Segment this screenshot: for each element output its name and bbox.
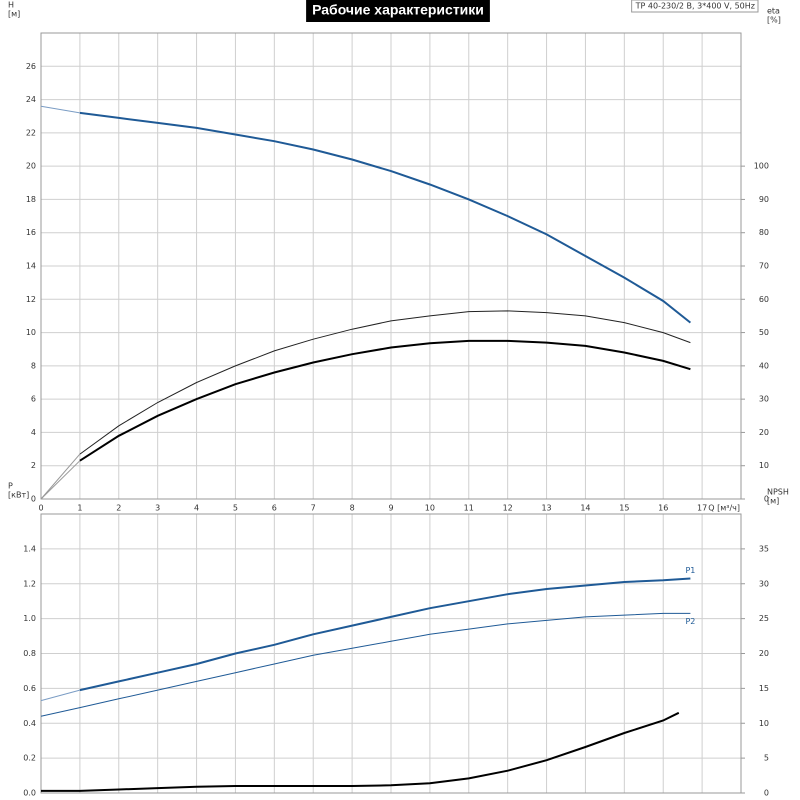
y2-axis-label: NPSH [767, 488, 789, 497]
y-tick-label: 16 [26, 228, 36, 237]
y-tick-label: 14 [26, 262, 36, 271]
y-tick-label: 0.8 [23, 649, 36, 658]
curve [41, 711, 680, 792]
y-tick-label: 12 [26, 295, 36, 304]
curve [40, 612, 691, 717]
y-tick-label: 0.6 [23, 684, 36, 693]
x-tick-label: 8 [350, 504, 355, 513]
y-tick-label: 8 [31, 361, 36, 370]
x-tick-label: 12 [503, 504, 513, 513]
y2-axis-label: [%] [767, 16, 781, 25]
y2-tick-label: 10 [759, 719, 769, 728]
y2-tick-label: 25 [759, 614, 769, 623]
curve [79, 310, 691, 455]
y-tick-label: 18 [26, 195, 36, 204]
x-axis-label: Q [м³/ч] [708, 504, 740, 513]
y-axis-label: [кВт] [8, 491, 29, 500]
y2-axis-label: [м] [767, 497, 779, 506]
y2-tick-label: 0 [764, 789, 769, 798]
x-tick-label: 2 [116, 504, 121, 513]
model-box [631, 0, 759, 13]
curve [79, 339, 691, 462]
x-tick-label: 6 [272, 504, 277, 513]
y-tick-label: 2 [31, 461, 36, 470]
curve [40, 453, 81, 500]
curve [40, 460, 81, 500]
x-tick-label: 15 [619, 504, 629, 513]
y2-tick-label: 20 [759, 649, 769, 658]
y-tick-label: 4 [31, 428, 36, 437]
y2-axis-label: eta [767, 7, 780, 16]
y-axis-label: [м] [8, 10, 20, 19]
curve [40, 689, 81, 702]
series-label: P2 [685, 617, 695, 626]
y2-tick-label: 80 [759, 228, 769, 237]
x-tick-label: 10 [425, 504, 435, 513]
x-tick-label: 17 [697, 504, 707, 513]
y2-tick-label: 35 [759, 544, 769, 553]
x-tick-label: 4 [194, 504, 199, 513]
y2-tick-label: 5 [764, 754, 769, 763]
y-tick-label: 10 [26, 328, 36, 337]
y2-tick-label: 30 [759, 579, 769, 588]
curve [40, 105, 80, 114]
y2-tick-label: 20 [759, 428, 769, 437]
y-tick-label: 0.2 [23, 754, 36, 763]
y2-tick-label: 0 [764, 495, 769, 504]
y-tick-label: 24 [26, 95, 36, 104]
y-tick-label: 6 [31, 395, 36, 404]
x-tick-label: 11 [464, 504, 474, 513]
y2-tick-label: 10 [759, 461, 769, 470]
y2-tick-label: 30 [759, 395, 769, 404]
chart-title: Рабочие характеристики [312, 2, 484, 18]
y-tick-label: 1.0 [23, 614, 36, 623]
y-tick-label: 0.4 [23, 719, 36, 728]
x-tick-label: 3 [155, 504, 160, 513]
y2-tick-label: 15 [759, 684, 769, 693]
y-tick-label: 1.4 [23, 544, 36, 553]
curve [79, 111, 692, 324]
x-tick-label: 7 [311, 504, 316, 513]
y-axis-label: H [8, 1, 14, 10]
x-tick-label: 9 [388, 504, 393, 513]
y-tick-label: 26 [26, 62, 36, 71]
y-axis-label: P [8, 482, 13, 491]
y-tick-label: 0.0 [23, 789, 36, 798]
series-label: P1 [685, 566, 695, 575]
y2-tick-label: 100 [754, 162, 769, 171]
y-tick-label: 20 [26, 162, 36, 171]
y2-tick-label: 50 [759, 328, 769, 337]
x-tick-label: 14 [580, 504, 590, 513]
x-tick-label: 0 [38, 504, 43, 513]
x-tick-label: 13 [541, 504, 551, 513]
model-label: TP 40-230/2 B, 3*400 V, 50Hz [635, 2, 755, 11]
x-tick-label: 5 [233, 504, 238, 513]
x-tick-label: 16 [658, 504, 668, 513]
y2-tick-label: 40 [759, 361, 769, 370]
y2-tick-label: 60 [759, 295, 769, 304]
y-tick-label: 0 [31, 495, 36, 504]
x-tick-label: 1 [77, 504, 82, 513]
y-tick-label: 1.2 [23, 579, 36, 588]
y-tick-label: 22 [26, 128, 36, 137]
y2-tick-label: 70 [759, 262, 769, 271]
y2-tick-label: 90 [759, 195, 769, 204]
curve [79, 577, 691, 692]
title-box [306, 0, 490, 22]
